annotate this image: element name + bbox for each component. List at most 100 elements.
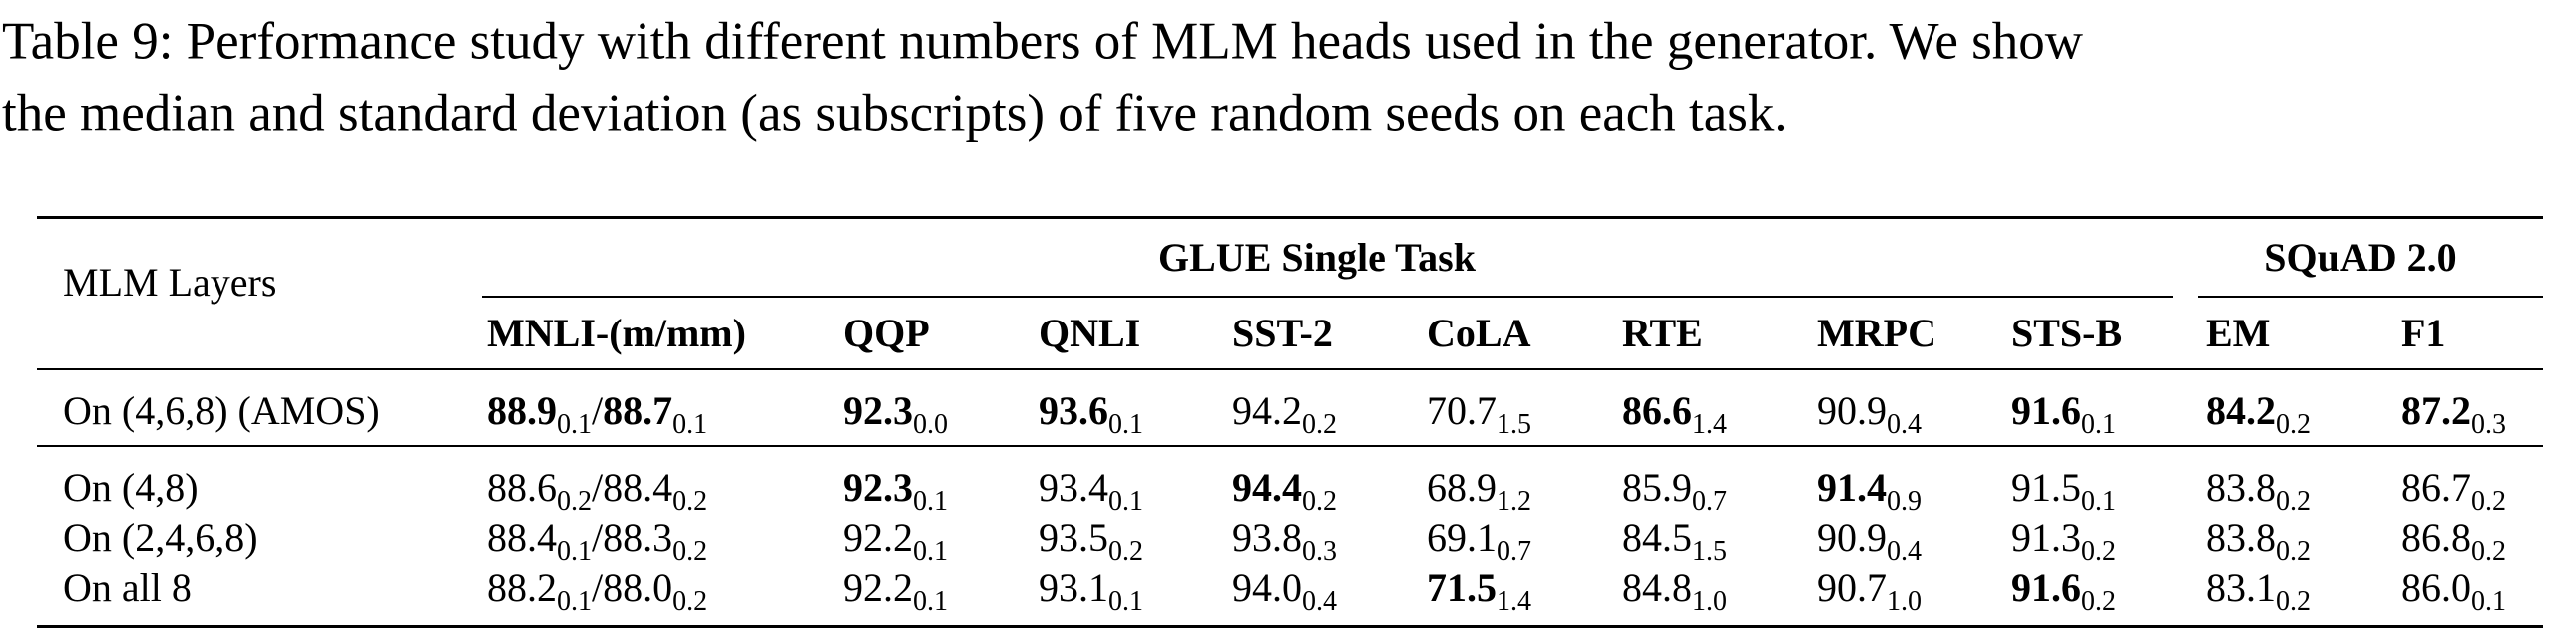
cell-std: 0.4 — [1887, 409, 1922, 440]
cell: 90.90.4 — [1817, 518, 1922, 566]
cell: 86.61.4 — [1622, 391, 1727, 439]
cell: 88.40.1/88.30.2 — [487, 515, 707, 566]
cell-std: 0.1 — [1108, 486, 1143, 517]
cell: 86.70.2 — [2401, 468, 2506, 516]
group-rule — [482, 296, 2173, 298]
row-label: On all 8 — [63, 565, 192, 610]
cell: 83.80.2 — [2206, 515, 2311, 566]
cell-value: 92.3 — [843, 465, 913, 510]
cell-std: 1.5 — [1692, 536, 1727, 567]
cell-value: 94.2 — [1232, 388, 1302, 433]
cell-value: 88.6 — [487, 465, 557, 510]
cell-value: 94.4 — [1232, 465, 1302, 510]
column-header: QNLI — [1039, 311, 1141, 355]
cell: 94.00.4 — [1232, 565, 1337, 616]
cell-std: 0.2 — [557, 486, 592, 517]
cell-std: 1.2 — [1497, 486, 1531, 517]
cell: 83.10.2 — [2206, 565, 2311, 616]
cell: 71.51.4 — [1427, 565, 1531, 616]
cell-value: 69.1 — [1427, 515, 1497, 560]
cell-value: 86.0 — [2401, 565, 2471, 610]
mid-rule — [37, 368, 2543, 370]
cell-std: 0.1 — [672, 409, 708, 440]
row-header: MLM Layers — [63, 260, 277, 305]
cell-value: 84.8 — [1622, 565, 1692, 610]
column-header: RTE — [1622, 311, 1703, 355]
cell-std: 0.7 — [1692, 486, 1727, 517]
cell-std: 0.2 — [1302, 409, 1337, 440]
cell-value: 93.1 — [1039, 565, 1108, 610]
cell-std: 0.2 — [2276, 536, 2311, 567]
cell: 91.50.1 — [2011, 465, 2116, 516]
cell-std: 0.1 — [913, 486, 948, 517]
cell-value: 93.8 — [1232, 515, 1302, 560]
column-header: CoLA — [1427, 311, 1531, 355]
cell-value: 88.9 — [487, 388, 557, 433]
cell-value: 93.4 — [1039, 465, 1108, 510]
cell-std: 0.1 — [2471, 586, 2506, 617]
cell-std: 0.2 — [2471, 536, 2506, 567]
cell-value: 91.3 — [2011, 515, 2081, 560]
cell-std: 0.1 — [1108, 586, 1143, 617]
caption-line: Table 9: Performance study with differen… — [2, 12, 2083, 71]
cell-value: 92.2 — [843, 565, 913, 610]
cell-std: 0.2 — [672, 536, 708, 567]
cell: 93.10.1 — [1039, 565, 1143, 616]
cell: 86.80.2 — [2401, 518, 2506, 566]
cell-value: 71.5 — [1427, 565, 1497, 610]
cell: 94.20.2 — [1232, 388, 1337, 439]
cell-value: 91.5 — [2011, 465, 2081, 510]
group-header: GLUE Single Task — [1158, 235, 1476, 280]
cell-value: 88.3 — [603, 515, 673, 560]
cell-std: 1.0 — [1887, 586, 1922, 617]
cell-std: 0.2 — [2276, 409, 2311, 440]
cell-value: 83.1 — [2206, 565, 2276, 610]
cell: 85.90.7 — [1622, 465, 1727, 516]
cell-value: 94.0 — [1232, 565, 1302, 610]
top-rule — [37, 216, 2543, 219]
cell-value: 91.4 — [1817, 465, 1887, 510]
column-header: SST-2 — [1232, 311, 1333, 355]
cell: 90.71.0 — [1817, 568, 1922, 616]
column-header: QQP — [843, 311, 930, 355]
cell-value: 83.8 — [2206, 465, 2276, 510]
cell-value: 91.6 — [2011, 565, 2081, 610]
cell-std: 0.2 — [2276, 586, 2311, 617]
cell-value: 93.5 — [1039, 515, 1108, 560]
cell: 91.30.2 — [2011, 515, 2116, 566]
bottom-rule — [37, 625, 2543, 628]
cell-std: 0.1 — [913, 536, 948, 567]
cell: 93.40.1 — [1039, 465, 1143, 516]
cell: 88.90.1/88.70.1 — [487, 388, 707, 439]
separator: / — [592, 465, 604, 510]
column-header: MNLI-(m/mm) — [487, 311, 746, 355]
cell-std: 0.1 — [1108, 409, 1143, 440]
cell: 93.80.3 — [1232, 515, 1337, 566]
cell-value: 88.7 — [603, 388, 673, 433]
cell-value: 93.6 — [1039, 388, 1108, 433]
cell-std: 0.1 — [2081, 486, 2116, 517]
cell-std: 0.1 — [2081, 409, 2116, 440]
cell-std: 0.0 — [913, 409, 948, 440]
cell-std: 0.2 — [2276, 486, 2311, 517]
cell-std: 0.4 — [1302, 586, 1337, 617]
cell: 91.40.9 — [1817, 465, 1922, 516]
separator: / — [592, 388, 604, 433]
cell: 91.60.2 — [2011, 565, 2116, 616]
cell-value: 88.4 — [487, 515, 557, 560]
cell-value: 90.9 — [1817, 388, 1887, 433]
separator: / — [592, 515, 604, 560]
group-header: SQuAD 2.0 — [2264, 235, 2457, 280]
cell-value: 83.8 — [2206, 515, 2276, 560]
cell-std: 0.1 — [913, 586, 948, 617]
mid-rule — [37, 445, 2543, 447]
cell-std: 1.5 — [1497, 409, 1531, 440]
cell-value: 84.2 — [2206, 388, 2276, 433]
cell-value: 70.7 — [1427, 388, 1497, 433]
cell-value: 85.9 — [1622, 465, 1692, 510]
cell: 92.20.1 — [843, 518, 948, 566]
cell-std: 0.2 — [672, 486, 708, 517]
cell: 90.90.4 — [1817, 388, 1922, 439]
cell-value: 68.9 — [1427, 465, 1497, 510]
cell-value: 88.0 — [603, 565, 673, 610]
